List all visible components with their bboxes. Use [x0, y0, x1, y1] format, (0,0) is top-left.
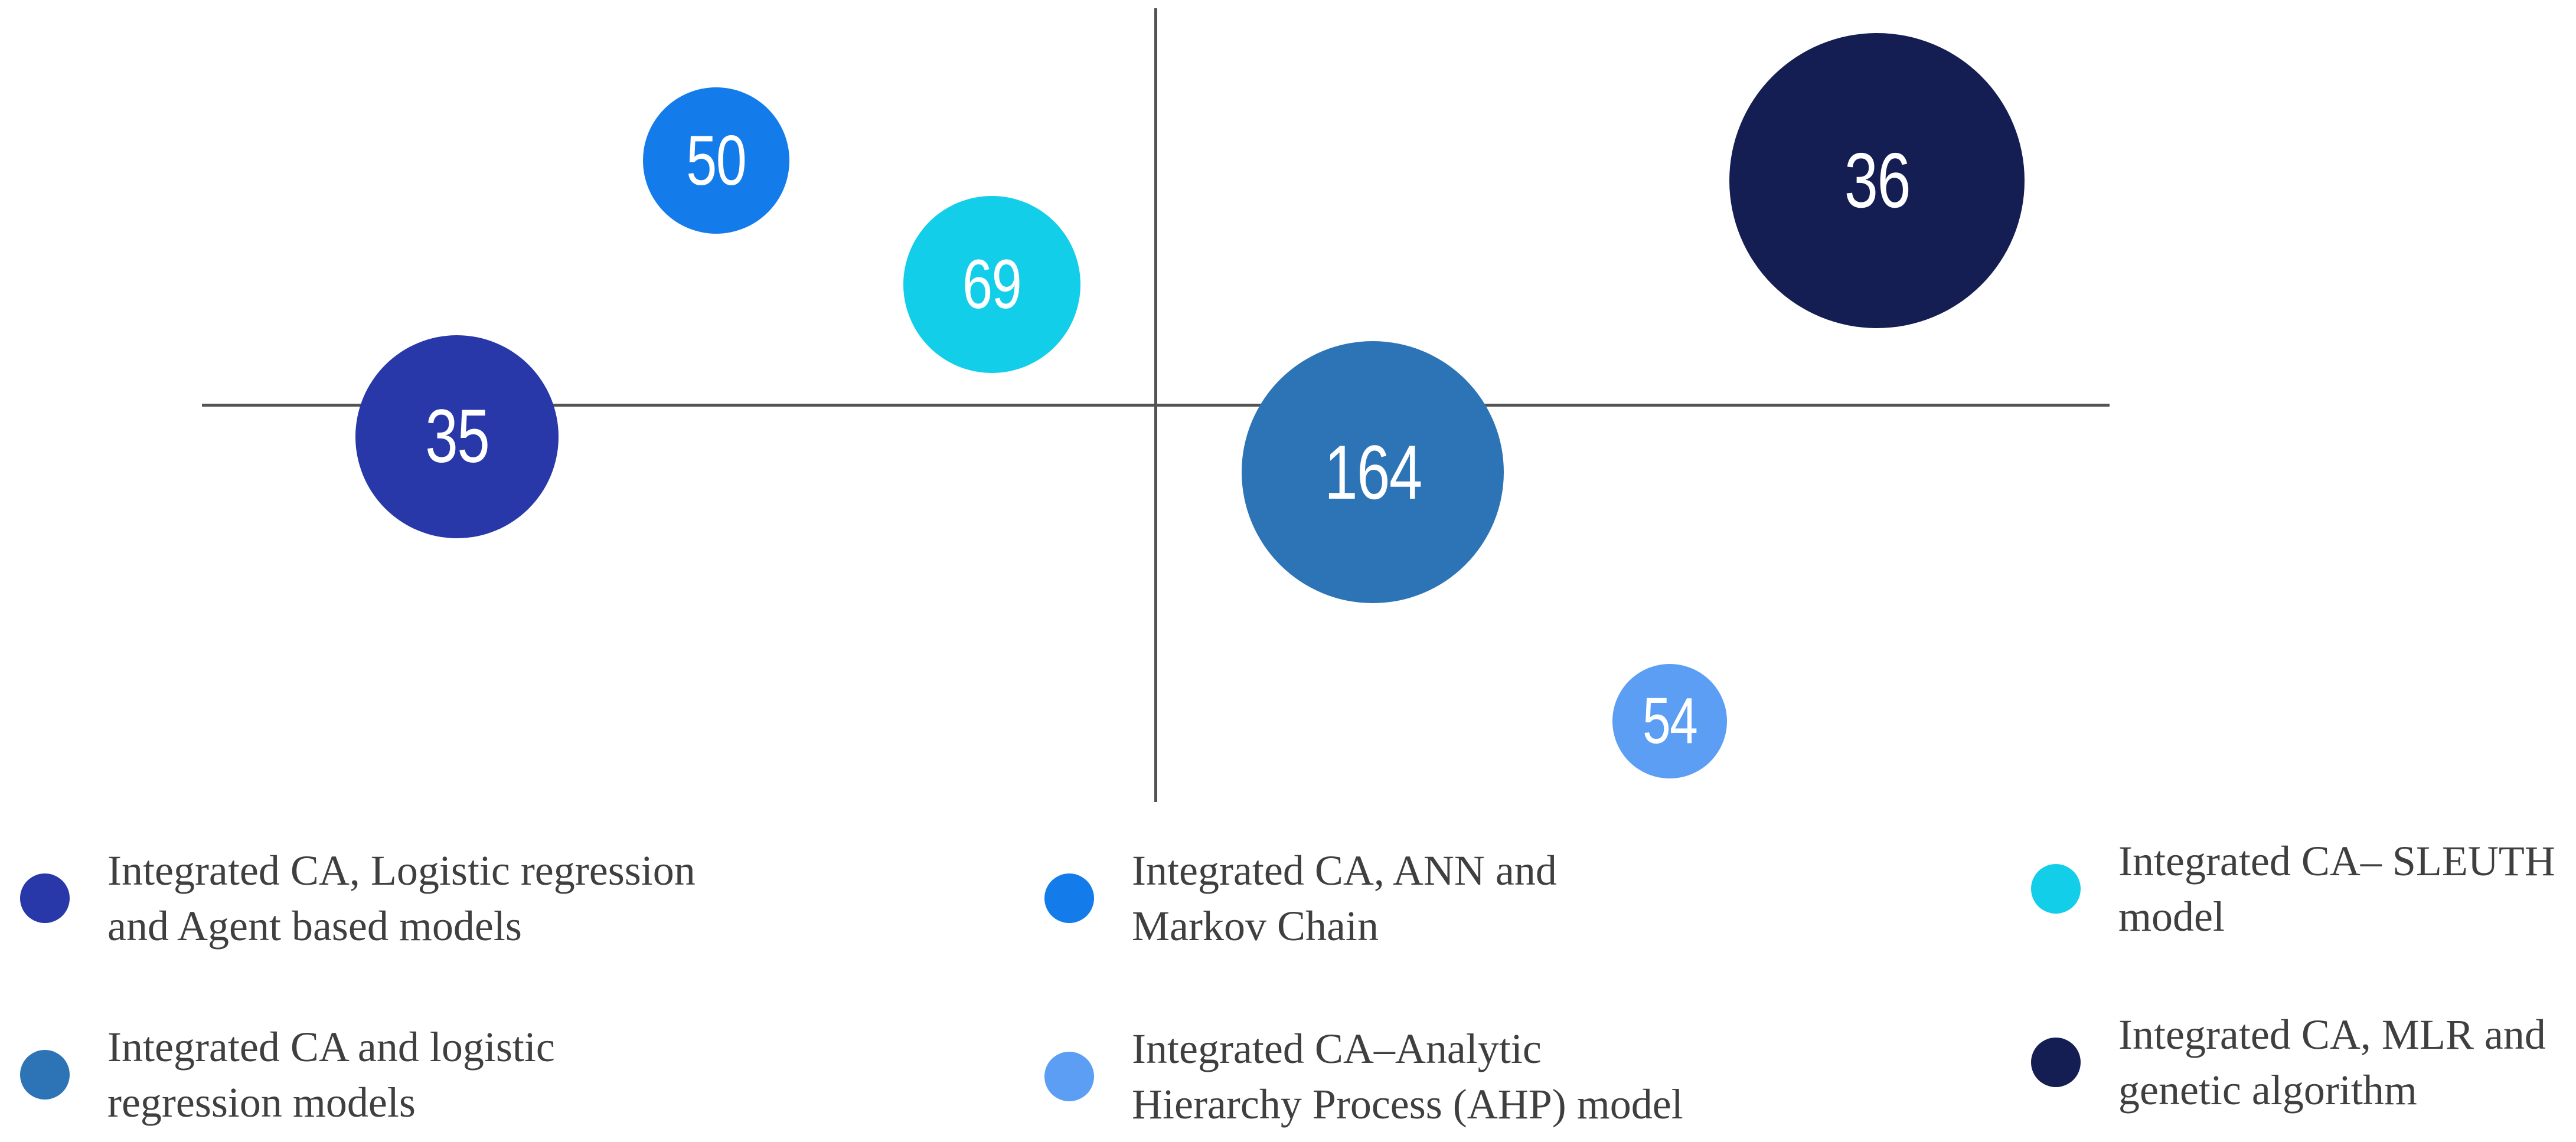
- legend-swatch-circle: [2031, 864, 2081, 914]
- legend-item: Integrated CA– SLEUTH model: [2031, 833, 2555, 944]
- legend-label-line: Integrated CA– SLEUTH: [2118, 837, 2555, 885]
- legend-label-line: Markov Chain: [1132, 902, 1379, 950]
- legend-swatch-circle: [1044, 873, 1094, 923]
- legend-item: Integrated CA–Analytic Hierarchy Process…: [1044, 1021, 1683, 1132]
- legend-item-label: Integrated CA, MLR and genetic algorithm: [2118, 1007, 2546, 1118]
- legend-swatch-circle: [20, 873, 70, 923]
- bubble-69: 69: [903, 196, 1080, 373]
- bubble-54: 54: [1612, 664, 1727, 778]
- bubble-value-label: 54: [1642, 685, 1698, 757]
- legend-swatch-circle: [1044, 1052, 1094, 1101]
- legend-label-line: Hierarchy Process (AHP) model: [1132, 1081, 1683, 1128]
- bubble-value-label: 164: [1324, 429, 1422, 515]
- legend-item-label: Integrated CA, Logistic regression and A…: [107, 843, 696, 954]
- bubble-value-label: 50: [686, 121, 747, 200]
- legend-label-line: Integrated CA–Analytic: [1132, 1025, 1542, 1072]
- legend-item: Integrated CA and logistic regression mo…: [20, 1019, 555, 1130]
- bubble-value-label: 35: [425, 394, 489, 479]
- legend-label-line: and Agent based models: [107, 902, 522, 950]
- legend-label-line: Integrated CA, Logistic regression: [107, 847, 696, 894]
- legend-label-line: Integrated CA and logistic: [107, 1023, 555, 1071]
- bubble-35: 35: [355, 335, 559, 538]
- legend-label-line: model: [2118, 893, 2225, 940]
- bubble-164: 164: [1242, 341, 1504, 603]
- bubble-50: 50: [643, 87, 789, 234]
- bubble-value-label: 69: [962, 246, 1022, 323]
- y-axis-line: [1154, 8, 1157, 802]
- bubble-value-label: 36: [1844, 137, 1911, 224]
- legend-item: Integrated CA, MLR and genetic algorithm: [2031, 1007, 2546, 1118]
- legend-item: Integrated CA, Logistic regression and A…: [20, 843, 696, 954]
- legend-label-line: regression models: [107, 1079, 416, 1126]
- legend-label-line: Integrated CA, ANN and: [1132, 847, 1557, 894]
- legend-swatch-circle: [20, 1050, 70, 1100]
- legend-item-label: Integrated CA and logistic regression mo…: [107, 1019, 555, 1130]
- legend-swatch-circle: [2031, 1038, 2081, 1087]
- legend-item: Integrated CA, ANN and Markov Chain: [1044, 843, 1557, 954]
- legend-label-line: Integrated CA, MLR and: [2118, 1011, 2546, 1058]
- legend-item-label: Integrated CA– SLEUTH model: [2118, 833, 2555, 944]
- bubble-36: 36: [1729, 33, 2025, 328]
- legend-item-label: Integrated CA, ANN and Markov Chain: [1132, 843, 1557, 954]
- legend-label-line: genetic algorithm: [2118, 1066, 2417, 1114]
- legend-item-label: Integrated CA–Analytic Hierarchy Process…: [1132, 1021, 1683, 1132]
